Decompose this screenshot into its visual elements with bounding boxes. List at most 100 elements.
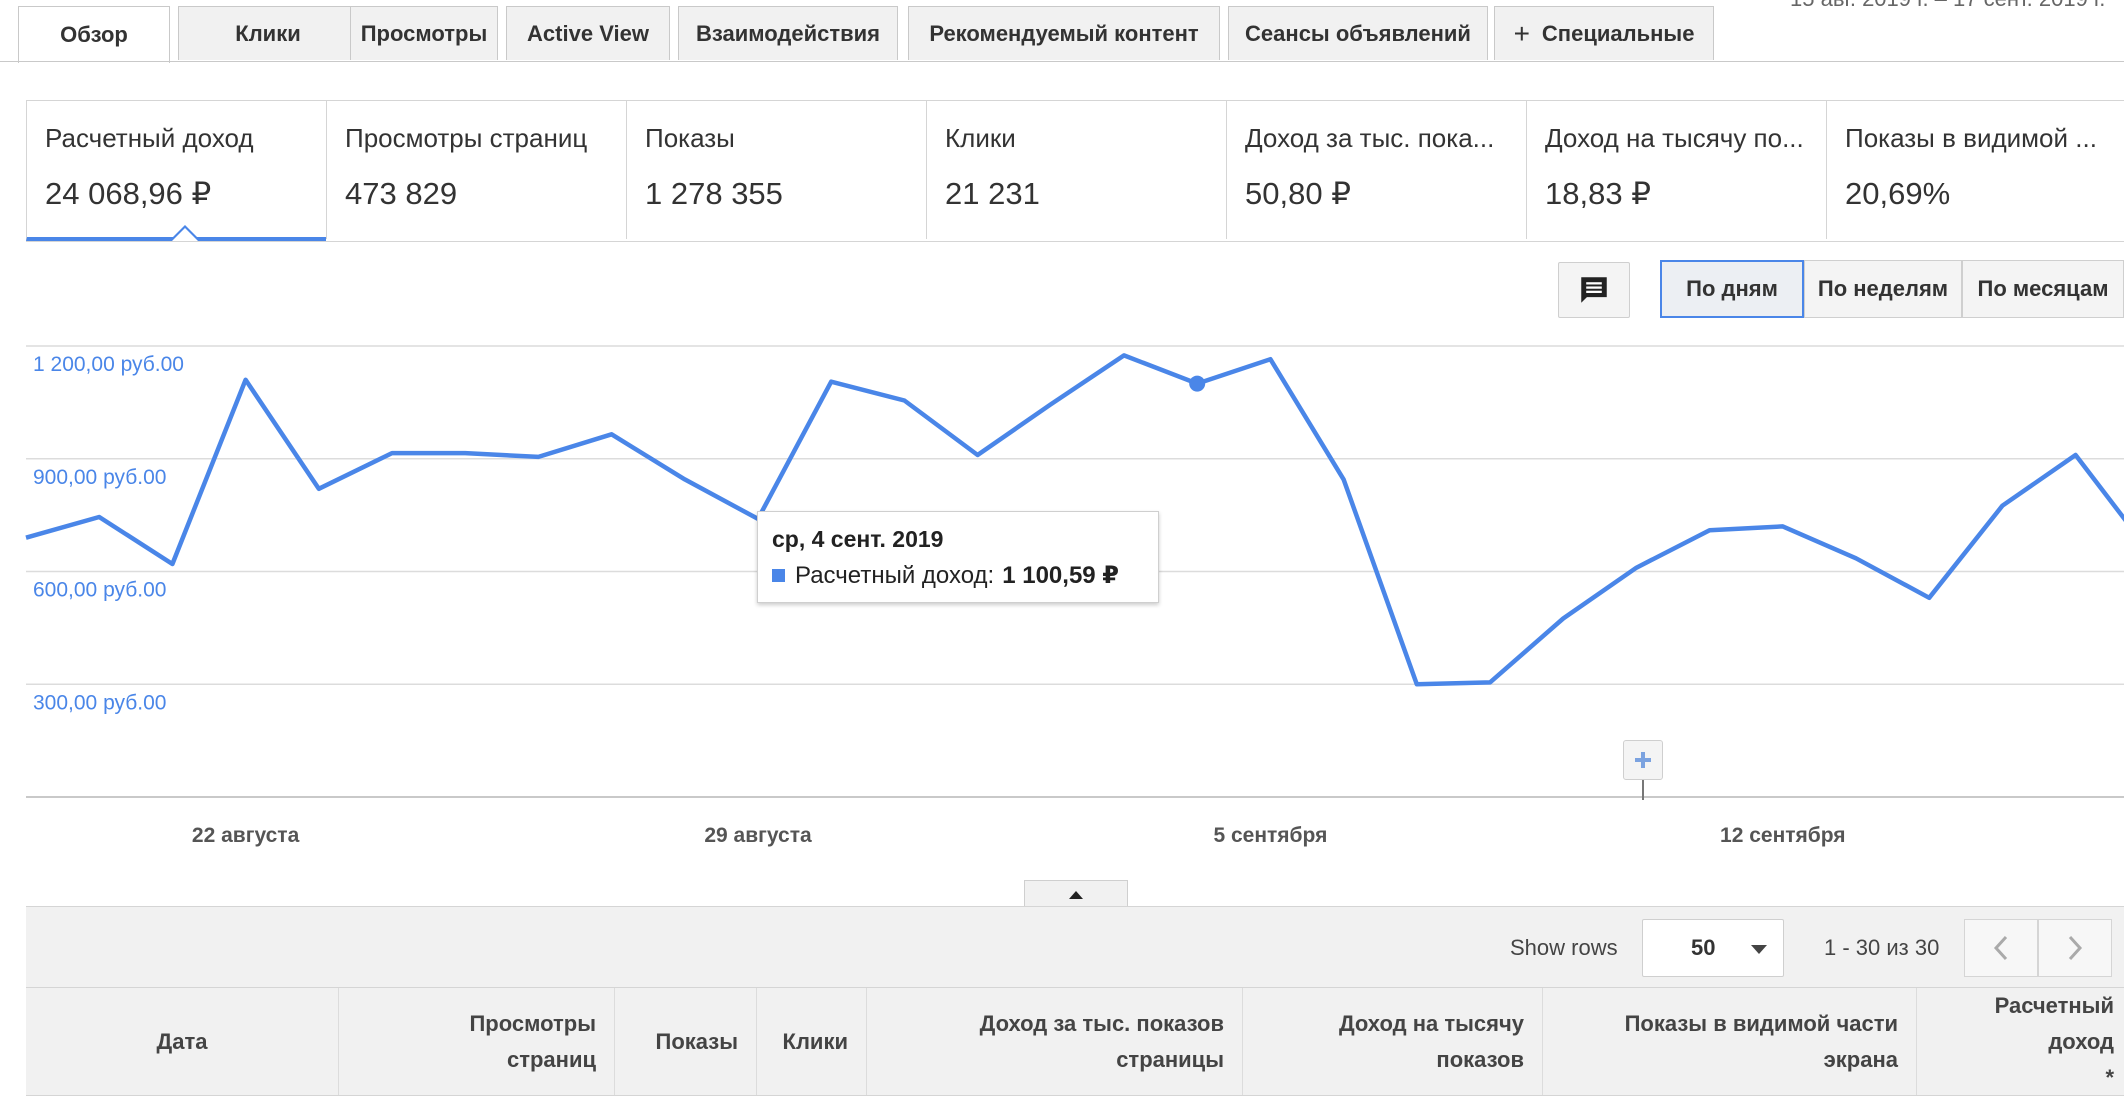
plus-icon [1633,750,1653,770]
y-tick-label: 600,00 руб.00 [33,579,166,602]
metric-card-page-views[interactable]: Просмотры страниц 473 829 [326,101,626,239]
metric-value: 1 278 355 [645,176,926,212]
comment-icon [1577,273,1611,307]
header-line: Доход на тысячу [1339,1006,1524,1042]
tab-label: Сеансы объявлений [1245,21,1471,47]
metric-card-viewability[interactable]: Показы в видимой ... 20,69% [1826,101,2124,239]
prev-page-button[interactable] [1964,919,2038,977]
tooltip-row: Расчетный доход: 1 100,59 ₽ [772,561,1144,590]
chevron-right-icon [2067,935,2083,961]
tab-views[interactable]: Просмотры [350,6,498,60]
show-rows-label: Show rows [1510,935,1618,961]
header-line: Доход за тыс. показов [980,1006,1224,1042]
add-annotation-button[interactable] [1623,740,1663,780]
header-line: страницы [980,1042,1224,1078]
pagination-controls [1964,919,2112,977]
period-daily-button[interactable]: По дням [1660,260,1804,318]
tab-overview[interactable]: Обзор [18,6,170,63]
y-tick-label: 900,00 руб.00 [33,466,166,489]
column-header-clicks[interactable]: Клики [756,988,866,1096]
comment-button[interactable] [1558,262,1630,318]
metric-value: 18,83 ₽ [1545,176,1826,212]
tab-ad-sessions[interactable]: Сеансы объявлений [1228,6,1488,60]
metric-value: 21 231 [945,176,1226,212]
caret-up-icon [1068,890,1084,900]
tab-custom[interactable]: + Специальные [1494,6,1714,60]
metric-value: 50,80 ₽ [1245,176,1526,212]
collapse-chart-button[interactable] [1024,880,1128,908]
table-body [26,1095,2124,1112]
header-line: Просмотры [469,1006,596,1042]
tab-interactions[interactable]: Взаимодействия [678,6,898,60]
pagination-info: 1 - 30 из 30 [1824,935,1939,961]
column-header-impressions[interactable]: Показы [614,988,756,1096]
header-line: страниц [469,1042,596,1078]
chart-tooltip: ср, 4 сент. 2019 Расчетный доход: 1 100,… [757,511,1159,603]
period-monthly-button[interactable]: По месяцам [1962,260,2124,318]
header-line: * [1935,1060,2114,1096]
metric-card-clicks[interactable]: Клики 21 231 [926,101,1226,239]
metric-value: 20,69% [1845,176,2124,212]
metric-card-estimated-revenue[interactable]: Расчетный доход 24 068,96 ₽ [26,101,326,241]
next-page-button[interactable] [2038,919,2112,977]
active-indicator-inner [172,228,198,241]
chevron-left-icon [1993,935,2009,961]
y-tick-label: 1 200,00 руб.00 [33,353,184,376]
tab-label: Специальные [1542,21,1695,47]
x-tick-label: 22 августа [192,824,300,847]
metric-card-impression-rpm[interactable]: Доход на тысячу по... 18,83 ₽ [1526,101,1826,239]
header-line: экрана [1625,1042,1898,1078]
tooltip-date: ср, 4 сент. 2019 [772,526,1144,553]
metric-label: Показы в видимой ... [1845,123,2105,154]
tab-clicks[interactable]: Клики [178,6,358,60]
report-table: Show rows 50 1 - 30 из 30 Дата Просмотры… [26,906,2124,1111]
header-line: Расчетный доход [1935,988,2114,1060]
period-toggle: По дням По неделям По месяцам [1660,260,2124,318]
annotation-marker-line [1642,780,1644,800]
tab-active-view[interactable]: Active View [506,6,670,60]
metric-label: Доход за тыс. пока... [1245,123,1505,154]
header-line: Клики [783,1024,848,1060]
x-tick-label: 29 августа [704,824,812,847]
tooltip-value: 1 100,59 ₽ [1002,561,1119,590]
tab-label: Клики [235,21,300,47]
rows-per-page-select[interactable]: 50 [1642,919,1784,977]
metric-label: Расчетный доход [45,123,326,154]
column-header-estimated-revenue[interactable]: Расчетный доход* [1916,988,2124,1096]
chevron-down-icon [1751,945,1767,954]
tabs-divider [0,61,2124,62]
metric-label: Показы [645,123,926,154]
metric-value: 24 068,96 ₽ [45,176,326,212]
metric-cards: Расчетный доход 24 068,96 ₽ Просмотры ст… [26,100,2124,242]
report-tabs: 15 авг. 2019 г. – 17 сент. 2019 г. Обзор… [0,0,2124,62]
x-tick-label: 12 сентября [1720,824,1846,847]
header-line: показов [1339,1042,1524,1078]
x-tick-label: 5 сентября [1213,824,1327,847]
tab-recommended-content[interactable]: Рекомендуемый контент [908,6,1220,60]
metric-label: Доход на тысячу по... [1545,123,1805,154]
metric-label: Просмотры страниц [345,123,626,154]
tab-label: Взаимодействия [696,21,880,47]
period-weekly-button[interactable]: По неделям [1804,260,1962,318]
rows-per-page-value: 50 [1691,935,1715,961]
metric-card-impressions[interactable]: Показы 1 278 355 [626,101,926,239]
tooltip-series-label: Расчетный доход: [795,562,994,590]
column-header-date[interactable]: Дата [26,988,338,1096]
plus-icon: + [1514,18,1530,50]
highlighted-point [1189,376,1205,392]
metric-card-page-rpm[interactable]: Доход за тыс. пока... 50,80 ₽ [1226,101,1526,239]
header-line: Показы [656,1024,739,1060]
metric-label: Клики [945,123,1226,154]
tab-label: Рекомендуемый контент [929,21,1198,47]
series-swatch [772,569,785,582]
header-line: Показы в видимой части [1625,1006,1898,1042]
tab-label: Active View [527,21,649,47]
tab-label: Просмотры [361,21,488,47]
tab-label: Обзор [60,22,128,48]
date-range[interactable]: 15 авг. 2019 г. – 17 сент. 2019 г. [1790,0,2105,12]
